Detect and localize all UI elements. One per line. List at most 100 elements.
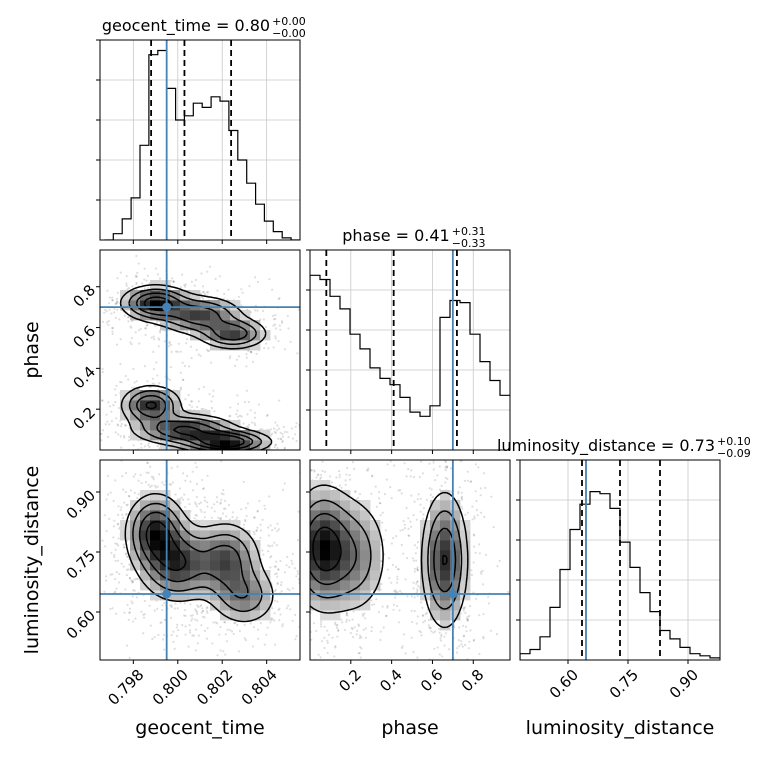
sample-point bbox=[283, 629, 285, 631]
density-cell bbox=[230, 310, 241, 321]
sample-point bbox=[255, 529, 258, 532]
sample-point bbox=[281, 657, 283, 659]
sample-point bbox=[294, 510, 296, 512]
sample-point bbox=[473, 517, 476, 520]
sample-point bbox=[465, 737, 467, 739]
sample-point bbox=[135, 596, 138, 599]
sample-point bbox=[337, 444, 339, 446]
density-cell bbox=[140, 520, 151, 531]
sample-point bbox=[145, 471, 148, 474]
sample-point bbox=[279, 535, 281, 537]
sample-point bbox=[404, 652, 407, 655]
sample-point bbox=[156, 445, 159, 448]
sample-point bbox=[187, 365, 191, 368]
sample-point bbox=[142, 616, 146, 619]
density-cell bbox=[250, 320, 261, 331]
sample-point bbox=[179, 386, 182, 389]
density-cell bbox=[250, 590, 261, 601]
sample-point bbox=[370, 492, 373, 495]
sample-point bbox=[308, 482, 310, 484]
sample-point bbox=[274, 431, 277, 435]
sample-point bbox=[421, 606, 424, 610]
sample-point bbox=[293, 532, 295, 534]
sample-point bbox=[427, 624, 431, 627]
density-cell bbox=[160, 290, 171, 301]
sample-point bbox=[271, 288, 274, 291]
density-cell bbox=[190, 310, 201, 321]
sample-point bbox=[294, 467, 296, 469]
sample-point bbox=[365, 469, 369, 472]
sample-point bbox=[460, 640, 463, 643]
density-cell bbox=[130, 520, 141, 531]
sample-point bbox=[310, 469, 313, 472]
sample-point bbox=[304, 485, 306, 487]
sample-point bbox=[156, 485, 159, 488]
sample-point bbox=[450, 467, 453, 470]
sample-point bbox=[266, 537, 268, 539]
sample-point bbox=[119, 362, 122, 366]
sample-point bbox=[256, 509, 259, 512]
density-cell bbox=[160, 540, 171, 551]
sample-point bbox=[341, 367, 343, 369]
sample-point bbox=[290, 401, 292, 403]
sample-point bbox=[221, 512, 225, 515]
sample-point bbox=[189, 345, 193, 348]
sample-point bbox=[306, 497, 308, 499]
sample-point bbox=[184, 625, 187, 628]
sample-point bbox=[319, 656, 322, 659]
sample-point bbox=[386, 568, 389, 571]
sample-point bbox=[330, 454, 332, 456]
density-cell bbox=[140, 560, 151, 571]
sample-point bbox=[105, 310, 108, 313]
sample-point bbox=[286, 522, 288, 524]
density-cell bbox=[230, 330, 241, 341]
sample-point bbox=[363, 612, 366, 615]
sample-point bbox=[406, 595, 409, 598]
sample-point bbox=[262, 318, 265, 321]
sample-point bbox=[444, 469, 447, 472]
density-cell bbox=[170, 310, 181, 321]
sample-point bbox=[131, 285, 134, 288]
sample-point bbox=[283, 348, 286, 351]
sample-point bbox=[281, 607, 283, 609]
sample-point bbox=[218, 275, 221, 278]
sample-point bbox=[473, 515, 476, 518]
sample-point bbox=[377, 611, 380, 614]
sample-point bbox=[122, 488, 125, 491]
sample-point bbox=[290, 595, 292, 597]
sample-point bbox=[153, 636, 156, 639]
sample-point bbox=[256, 309, 259, 312]
sample-point bbox=[446, 477, 449, 481]
sample-point bbox=[318, 453, 320, 455]
sample-point bbox=[481, 569, 484, 572]
sample-point bbox=[371, 603, 374, 606]
sample-point bbox=[131, 580, 135, 584]
sample-point bbox=[92, 538, 94, 540]
sample-point bbox=[188, 452, 190, 454]
sample-point bbox=[162, 453, 164, 455]
sample-point bbox=[468, 605, 472, 608]
sample-point bbox=[307, 525, 309, 527]
sample-point bbox=[160, 621, 163, 624]
sample-point bbox=[190, 356, 193, 360]
sample-point bbox=[269, 524, 272, 527]
sample-point bbox=[248, 423, 251, 426]
density-cell bbox=[130, 560, 141, 571]
sample-point bbox=[172, 280, 175, 283]
sample-point bbox=[345, 620, 348, 624]
sample-point bbox=[418, 475, 421, 479]
sample-point bbox=[143, 365, 146, 368]
sample-point bbox=[291, 515, 293, 517]
sample-point bbox=[344, 662, 346, 664]
sample-point bbox=[200, 407, 203, 410]
sample-point bbox=[109, 491, 112, 494]
sample-point bbox=[158, 338, 161, 341]
sample-point bbox=[411, 620, 414, 624]
sample-point bbox=[359, 645, 362, 649]
sample-point bbox=[195, 483, 199, 486]
sample-point bbox=[152, 335, 155, 338]
sample-point bbox=[468, 614, 471, 618]
density-cell bbox=[160, 570, 171, 581]
sample-point bbox=[259, 523, 262, 526]
density-cell bbox=[130, 510, 141, 521]
